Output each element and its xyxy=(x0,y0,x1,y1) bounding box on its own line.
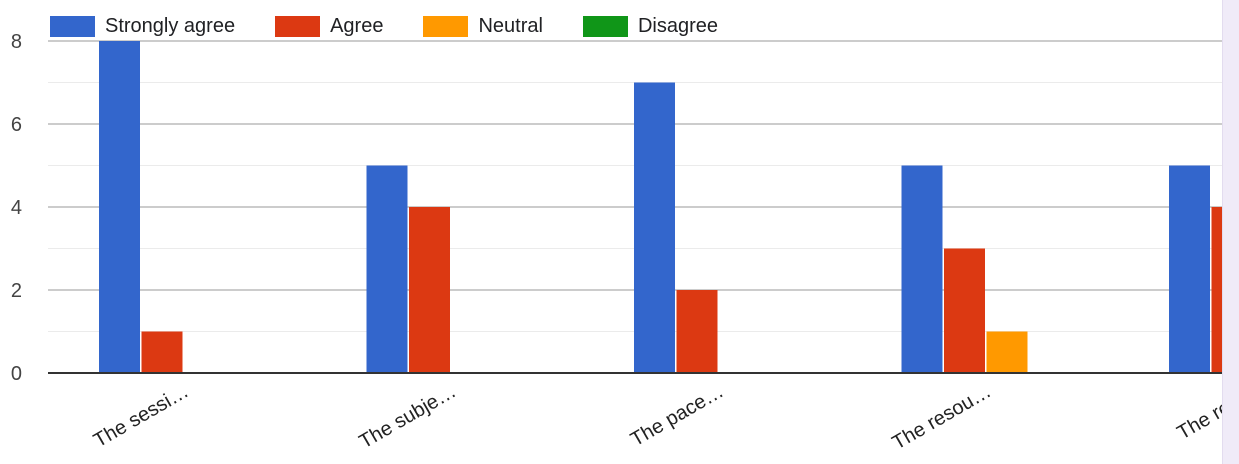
x-category-label: The subje… xyxy=(356,380,460,453)
y-axis-ticks: 0 2 4 6 8 xyxy=(11,31,22,385)
legend-item-strongly-agree[interactable]: Strongly agree xyxy=(50,15,235,38)
legend-item-agree[interactable]: Agree xyxy=(275,15,383,38)
legend-item-neutral[interactable]: Neutral xyxy=(423,14,543,38)
bar-strongly-agree-2[interactable] xyxy=(634,82,675,374)
x-axis-labels: The sessi… The subje… The pace… The resou… T… xyxy=(90,380,1239,454)
y-tick-label: 4 xyxy=(11,197,22,219)
x-category-label: The pace… xyxy=(627,380,728,451)
bar-agree-3[interactable] xyxy=(944,248,985,374)
bars xyxy=(99,41,1223,373)
legend-label-disagree: Disagree xyxy=(637,14,718,37)
legend-label-neutral: Neutral xyxy=(478,14,543,37)
legend-swatch-disagree xyxy=(582,15,628,37)
bar-strongly-agree-1[interactable] xyxy=(366,165,408,374)
legend-label-strongly-agree: Strongly agree xyxy=(105,14,236,37)
legend-item-disagree[interactable]: Disagree xyxy=(582,14,718,38)
y-tick-label: 8 xyxy=(11,31,22,53)
y-tick-label: 6 xyxy=(11,114,22,136)
bar-agree-1[interactable] xyxy=(409,207,450,373)
bar-neutral-3[interactable] xyxy=(986,331,1028,374)
legend-swatch-neutral xyxy=(423,15,469,37)
right-scroll-strip xyxy=(1222,0,1239,464)
legend-swatch-agree xyxy=(275,15,321,37)
legend-label-agree: Agree xyxy=(330,14,384,37)
y-tick-label: 0 xyxy=(11,363,22,385)
legend: Strongly agree Agree Neutral Disagree xyxy=(50,11,758,41)
x-category-label: The resou… xyxy=(889,380,995,454)
bar-strongly-agree-4[interactable] xyxy=(1169,165,1210,374)
bar-strongly-agree-3[interactable] xyxy=(901,165,943,374)
bar-strongly-agree-0[interactable] xyxy=(99,41,140,373)
legend-swatch-strongly-agree xyxy=(50,15,95,37)
x-category-label: The sessi… xyxy=(90,380,192,452)
y-tick-label: 2 xyxy=(11,280,22,302)
bar-agree-0[interactable] xyxy=(141,331,183,374)
bar-agree-2[interactable] xyxy=(676,290,718,373)
bar-agree-4[interactable] xyxy=(1211,207,1224,373)
